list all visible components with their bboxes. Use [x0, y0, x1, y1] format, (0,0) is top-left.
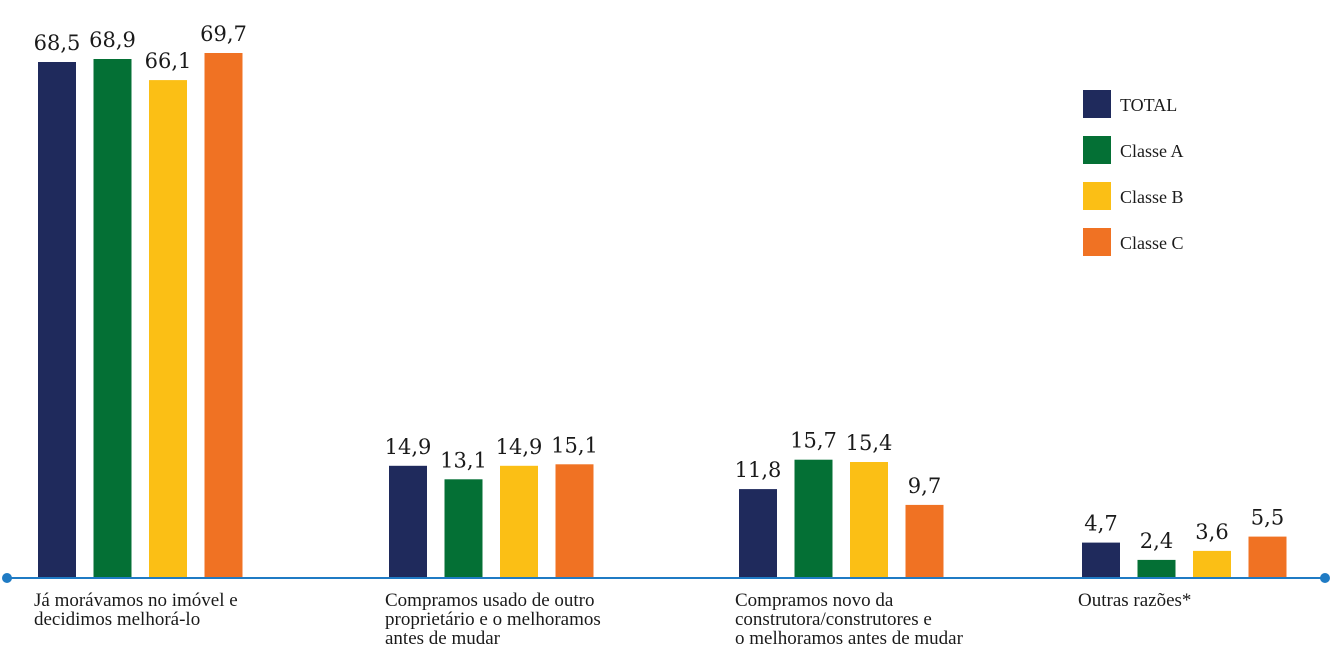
bar-classe-a-1	[93, 59, 132, 578]
legend: TOTAL Classe A Classe B Classe C	[1083, 90, 1184, 256]
legend-swatch-classe-a	[1083, 136, 1111, 164]
value-label: 14,9	[496, 435, 543, 459]
bar-classe-a-2	[444, 479, 483, 578]
value-label: 15,1	[551, 433, 598, 457]
legend-swatch-classe-b	[1083, 182, 1111, 210]
bars-layer	[38, 53, 1287, 578]
legend-label: TOTAL	[1120, 95, 1177, 115]
value-label: 2,4	[1140, 529, 1173, 553]
value-label: 5,5	[1251, 506, 1284, 530]
value-label: 68,9	[89, 28, 136, 52]
bar-total-1	[38, 62, 76, 578]
value-label: 13,1	[440, 448, 487, 472]
legend-label: Classe C	[1120, 233, 1184, 253]
value-label: 66,1	[145, 49, 192, 73]
value-label: 15,4	[846, 431, 893, 455]
bar-classe-b-1	[149, 80, 187, 578]
value-label: 14,9	[385, 435, 432, 459]
value-labels-layer: 68,5 68,9 66,1 69,7 14,9 13,1 14,9 15,1 11,8 15,7…	[34, 22, 1285, 553]
bar-classe-b-4	[1193, 550, 1231, 578]
bar-classe-c-4	[1248, 536, 1287, 578]
value-label: 4,7	[1084, 512, 1117, 536]
legend-swatch-total	[1083, 90, 1111, 118]
bar-total-3	[739, 489, 777, 578]
bar-classe-b-3	[850, 462, 888, 578]
bar-classe-c-3	[905, 504, 944, 578]
value-label: 15,7	[790, 429, 837, 453]
value-label: 68,5	[34, 31, 81, 55]
category-labels-layer: Já morávamos no imóvel e decidimos melhor…	[34, 590, 1191, 649]
bar-total-2	[389, 465, 427, 578]
category-label: Já morávamos no imóvel e decidimos melhor…	[34, 590, 238, 630]
axis-end-dot	[1320, 573, 1330, 583]
bar-classe-a-4	[1137, 559, 1176, 578]
value-label: 9,7	[908, 474, 941, 498]
bar-classe-b-2	[500, 465, 538, 578]
bar-classe-c-1	[204, 53, 243, 578]
legend-label: Classe B	[1120, 187, 1184, 207]
bar-classe-a-3	[794, 459, 833, 578]
category-label: Compramos novo da construtora/construtore…	[735, 590, 964, 649]
category-label: Compramos usado de outro proprietário e o…	[385, 590, 601, 649]
x-axis	[2, 573, 1330, 583]
value-label: 69,7	[200, 22, 247, 46]
bar-classe-c-2	[555, 464, 594, 578]
legend-swatch-classe-c	[1083, 228, 1111, 256]
value-label: 3,6	[1195, 520, 1228, 544]
axis-start-dot	[2, 573, 12, 583]
legend-label: Classe A	[1120, 141, 1184, 161]
value-label: 11,8	[735, 458, 782, 482]
category-label: Outras razões*	[1078, 590, 1191, 611]
bar-total-4	[1082, 542, 1120, 578]
